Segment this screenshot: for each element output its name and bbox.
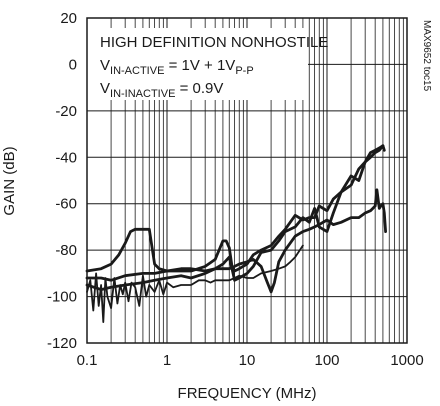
x-tick-label: 0.1: [77, 352, 98, 369]
y-tick-label: -80: [55, 242, 77, 259]
series-line-3: [85, 188, 387, 294]
y-tick-label: -20: [55, 103, 77, 120]
y-tick-label: -60: [55, 196, 77, 213]
y-tick-label: -40: [55, 149, 77, 166]
x-tick-label: 10: [239, 352, 256, 369]
annotation-line-3: VIN-INACTIVE = 0.9V: [100, 80, 223, 100]
y-tick-label: 0: [69, 56, 77, 73]
tick-labels: 0.1 1 10 100 1000 20 0 -20 -40 -60 -80 -100 -120: [47, 10, 424, 369]
annotation-box: [87, 28, 308, 100]
x-tick-label: 1: [163, 352, 171, 369]
y-axis-title: GAIN (dB): [1, 146, 18, 215]
series-line-4: [86, 244, 304, 323]
series-line-1: [85, 144, 386, 282]
data-series: [85, 144, 387, 323]
watermark: MAX9652 toc15: [421, 20, 432, 92]
x-tick-label: 100: [314, 352, 339, 369]
x-tick-label: 1000: [390, 352, 423, 369]
y-tick-label: -120: [47, 335, 77, 352]
y-tick-label: -100: [47, 289, 77, 306]
y-tick-label: 20: [60, 10, 77, 27]
plot-frame: [86, 17, 408, 344]
x-axis-title: FREQUENCY (MHz): [178, 385, 317, 402]
series-line-2: [85, 144, 385, 282]
annotation-line-2: VIN-ACTIVE = 1V + 1VP-P: [100, 57, 254, 77]
annotation-line-1: HIGH DEFINITION NONHOSTILE: [100, 34, 328, 51]
